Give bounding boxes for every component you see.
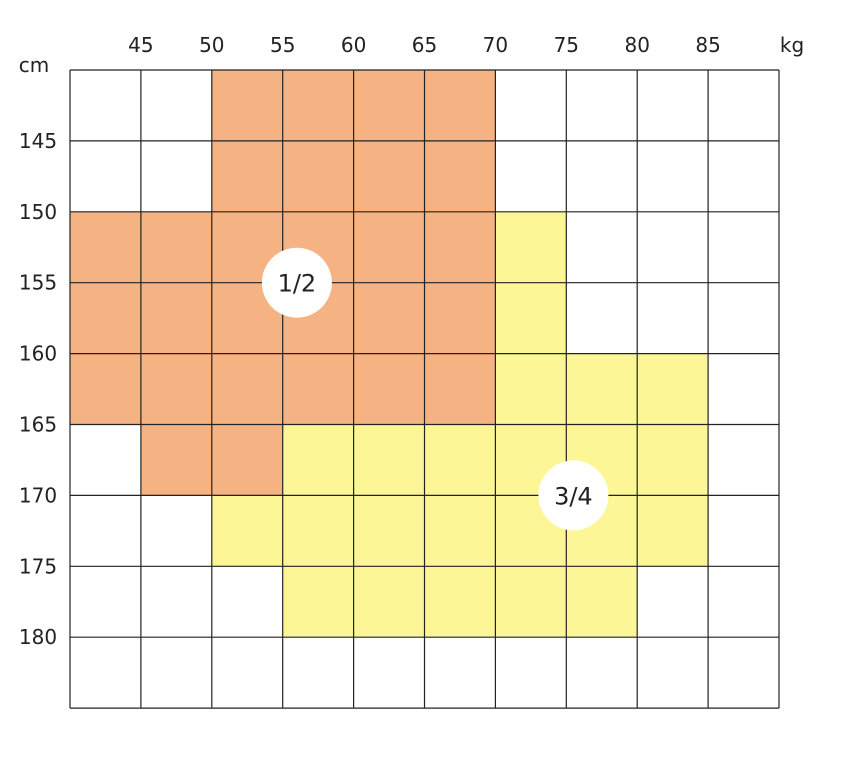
zone-cell [353,566,425,638]
x-tick-label: 70 [483,33,508,57]
x-tick-label: 75 [554,33,579,57]
zone-cell [424,424,496,496]
x-tick-label: 45 [128,33,153,57]
zone-labels: 1/2 3/4 [261,247,609,531]
zone-cell [424,495,496,567]
zone-cell [353,353,425,425]
zone-cell [637,495,709,567]
zone-label: 1/2 [278,270,317,298]
zone-cell [495,211,567,283]
zone-cell [211,353,283,425]
y-axis-ticks: 145 150 155 160 165 170 175 180 [19,129,57,649]
zone-cell [495,353,567,425]
zone-cell [211,424,283,496]
y-tick-label: 165 [19,413,57,437]
zone-cell [424,70,496,141]
x-tick-label: 60 [341,33,366,57]
y-tick-label: 160 [19,342,57,366]
y-tick-label: 175 [19,554,57,578]
x-axis-ticks: 45 50 55 60 65 70 75 80 85 [128,33,721,57]
zone-cell [70,211,141,283]
zone-cell [353,495,425,567]
y-axis-unit: cm [19,53,49,77]
zone-cell [70,282,141,354]
zone-cell [211,70,283,141]
zone-cell [424,566,496,638]
zone-cell [495,566,567,638]
x-tick-label: 80 [624,33,649,57]
zone-cell [353,211,425,283]
zone-cell [140,282,212,354]
x-tick-label: 65 [412,33,437,57]
zone-cell [282,495,354,567]
zone-cell [282,70,354,141]
zone-label: 3/4 [554,482,593,510]
zone-cell [282,566,354,638]
zone-cell [424,211,496,283]
y-tick-label: 155 [19,271,57,295]
zone-cell [353,140,425,212]
zone-cell [282,353,354,425]
zone-cell [211,140,283,212]
x-tick-label: 55 [270,33,295,57]
grid-lines [69,69,780,709]
zone-cell [353,424,425,496]
y-tick-label: 170 [19,483,57,507]
x-tick-label: 50 [199,33,224,57]
zone-cell [637,424,709,496]
zone-cell [282,424,354,496]
zone-cell [140,353,212,425]
y-tick-label: 180 [19,625,57,649]
zone-cell [495,282,567,354]
zone-cell [424,282,496,354]
zone-cell [424,353,496,425]
y-tick-label: 150 [19,200,57,224]
zone-cell [211,495,283,567]
zone-cell [637,353,709,425]
zone-cell [353,70,425,141]
zone-label-badge [261,247,332,318]
zone-cell [566,353,638,425]
x-tick-label: 85 [695,33,720,57]
x-axis-unit: kg [780,33,804,57]
zone-cell [70,353,141,425]
zone-cell [282,140,354,212]
zone-label-badge [538,460,609,531]
y-tick-label: 145 [19,129,57,153]
zone-cell [424,140,496,212]
zone-cell [353,282,425,354]
zone-cell [140,211,212,283]
zone-cell [566,566,638,638]
zone-cell [140,424,212,496]
zone-cells [70,70,709,638]
